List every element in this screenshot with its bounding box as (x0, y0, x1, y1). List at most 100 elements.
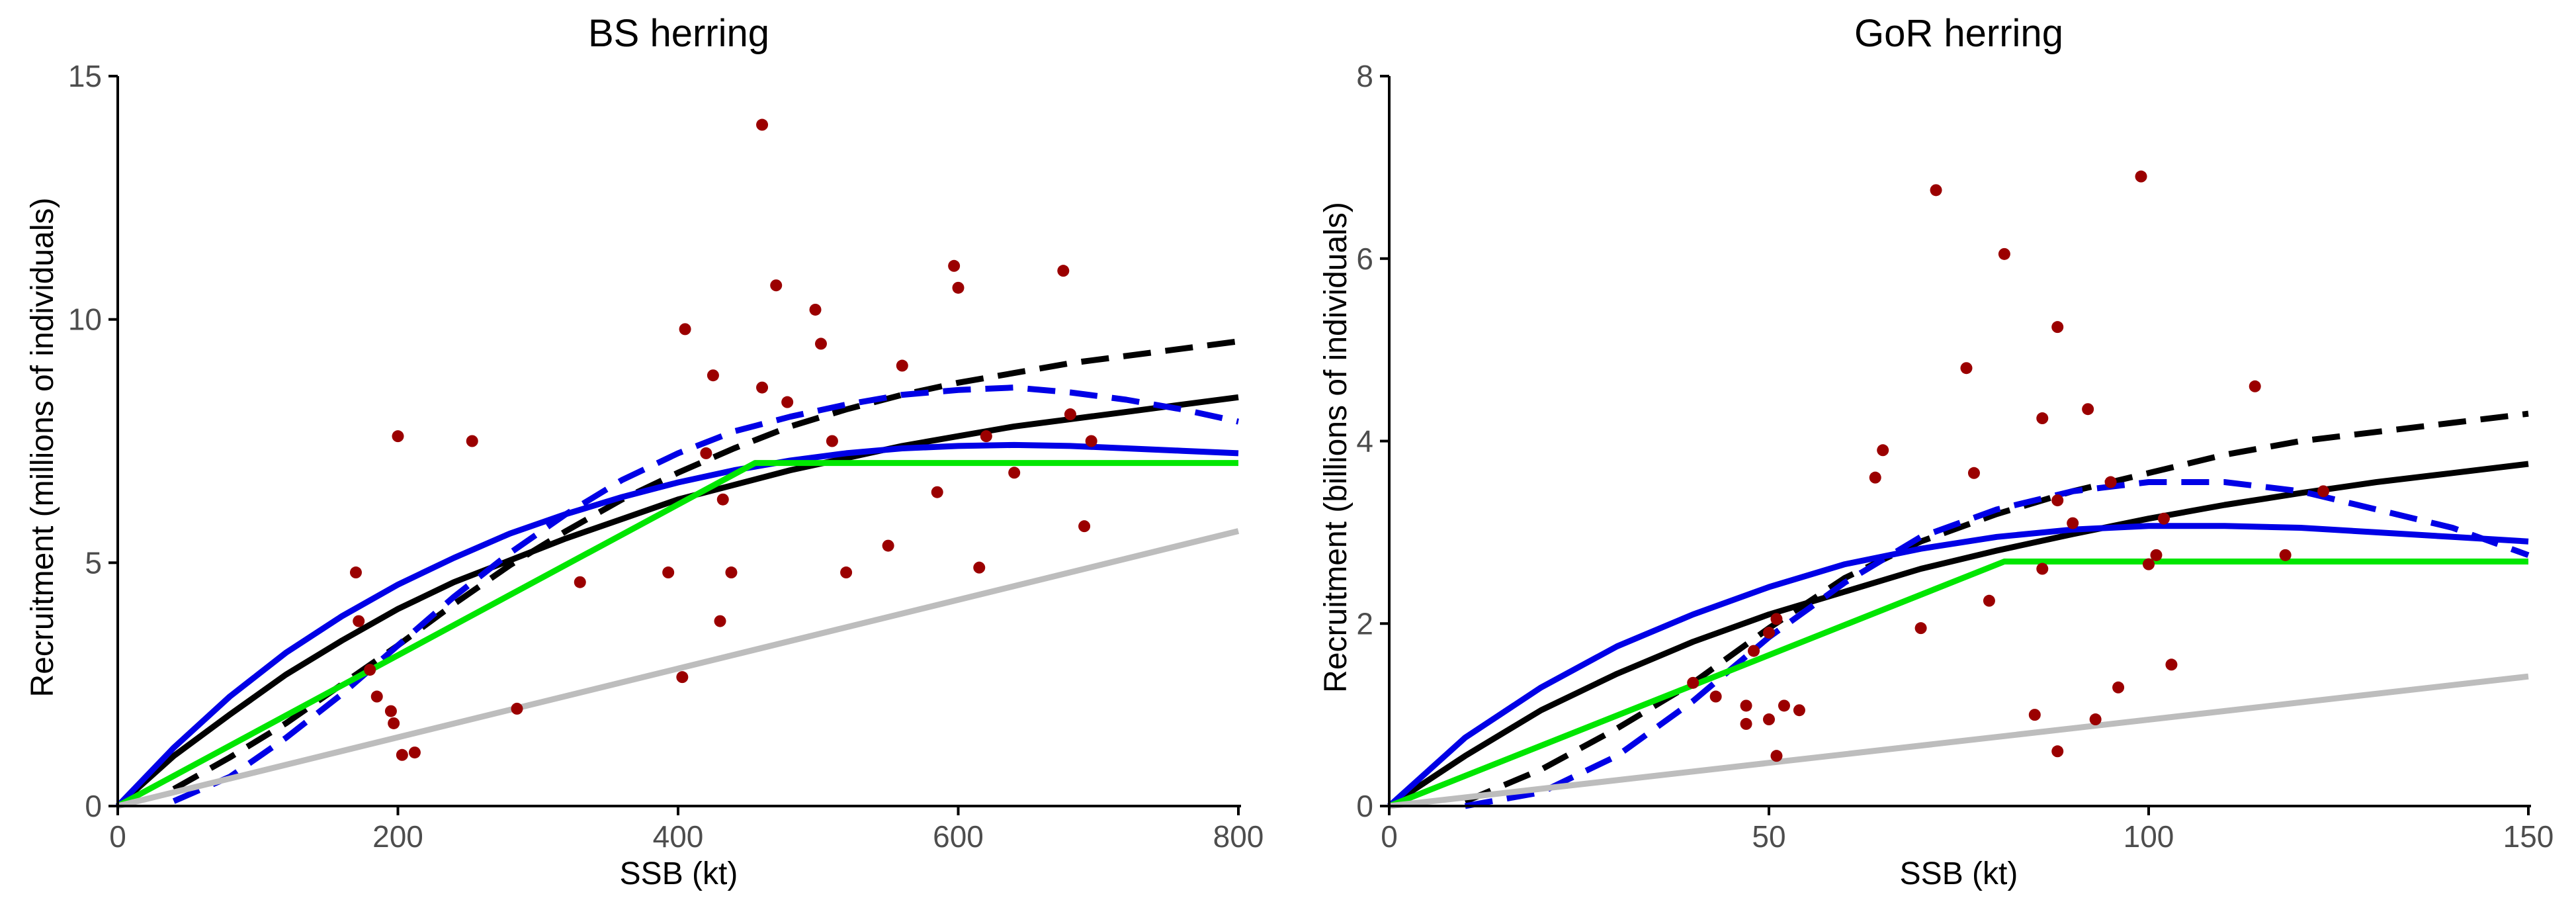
series-line-dashed-black (1464, 410, 2529, 805)
data-point (2028, 709, 2041, 721)
series-line-green (116, 460, 1238, 809)
y-axis-label: Recruitment (billions of individuals) (1318, 202, 1353, 693)
data-point (700, 447, 712, 459)
data-point (574, 576, 586, 588)
data-point (1869, 471, 1881, 484)
data-point (2157, 512, 2170, 525)
data-point (770, 279, 783, 292)
panel-title: GoR herring (1854, 12, 2063, 55)
data-point (2067, 517, 2079, 529)
data-point (2112, 681, 2125, 694)
y-tick-label: 0 (1356, 789, 1373, 823)
data-point (1740, 699, 1752, 712)
x-tick-label: 150 (2503, 819, 2554, 854)
series-line-solid-blue (1387, 523, 2529, 809)
data-point (1748, 645, 1760, 657)
x-axis-label: SSB (kt) (620, 856, 738, 891)
data-point (1763, 627, 1775, 639)
data-point (714, 615, 726, 627)
data-point (1914, 622, 1927, 635)
y-tick-label: 0 (85, 789, 102, 823)
data-point (1763, 713, 1775, 726)
data-point (408, 746, 421, 759)
data-point (466, 435, 478, 447)
data-point (1085, 435, 1097, 447)
y-tick-label: 15 (68, 59, 102, 93)
series-line-dashed-black (172, 338, 1239, 792)
data-point (2082, 403, 2094, 416)
data-point (2036, 563, 2049, 575)
data-point (2279, 549, 2292, 561)
data-point (353, 615, 365, 627)
x-tick-label: 800 (1213, 819, 1264, 854)
data-point (1770, 750, 1783, 762)
series-line-solid-black (116, 394, 1239, 809)
data-point (809, 303, 822, 316)
data-point (1877, 444, 1889, 457)
data-point (2150, 549, 2163, 561)
data-point (679, 323, 691, 336)
data-point (826, 435, 838, 447)
data-point (1793, 704, 1805, 717)
data-point (662, 566, 675, 579)
x-tick-label: 50 (1752, 819, 1785, 854)
data-point (2089, 713, 2102, 726)
data-point (1983, 594, 1995, 607)
y-tick-label: 2 (1356, 606, 1373, 641)
data-point (756, 118, 769, 131)
data-point (707, 369, 719, 382)
data-point (896, 359, 908, 372)
series-line-solid-black (1387, 461, 2529, 809)
data-point (931, 486, 943, 498)
data-point (1778, 699, 1790, 712)
data-point (1770, 613, 1783, 625)
data-point (1709, 690, 1722, 703)
data-point (364, 664, 376, 676)
data-point (370, 690, 383, 703)
data-point (396, 748, 408, 761)
data-point (2317, 485, 2330, 498)
data-point (2249, 380, 2261, 392)
y-tick-label: 6 (1356, 242, 1373, 276)
y-tick-label: 5 (85, 545, 102, 580)
series-line-grey (1389, 673, 2529, 809)
data-point (2051, 321, 2064, 334)
plot-area: 0 50 100 150 0 2 4 6 8 (1356, 59, 2554, 854)
data-point (2036, 412, 2049, 425)
x-tick-label: 200 (372, 819, 423, 854)
y-tick-label: 8 (1356, 59, 1373, 93)
data-point (716, 493, 729, 506)
x-tick-label: 600 (933, 819, 984, 854)
data-point (2165, 658, 2178, 671)
data-point (952, 281, 965, 294)
data-point (948, 259, 961, 272)
data-point (980, 430, 992, 443)
data-point (814, 338, 827, 350)
data-point (1930, 184, 1942, 197)
data-point (1998, 248, 2010, 260)
x-tick-label: 100 (2124, 819, 2174, 854)
data-point (349, 566, 362, 579)
plot-area: 0 200 400 600 800 0 5 10 15 (68, 59, 1264, 854)
panel-title: BS herring (588, 12, 769, 55)
data-point (725, 566, 738, 579)
x-tick-label: 0 (1381, 819, 1398, 854)
data-point (756, 381, 769, 394)
data-point (973, 561, 986, 574)
series-line-solid-blue (115, 441, 1239, 809)
data-point (1967, 467, 1980, 479)
data-point (1057, 265, 1070, 277)
data-point (1740, 717, 1752, 730)
x-tick-label: 0 (109, 819, 126, 854)
series-line-grey (116, 528, 1240, 809)
data-point (840, 566, 853, 579)
data-point (1008, 467, 1021, 479)
data-point (392, 430, 404, 443)
data-point (2051, 745, 2064, 758)
series-line-dashed-blue (172, 384, 1239, 804)
data-point (1064, 408, 1076, 421)
y-axis-label: Recruitment (millions of individuals) (25, 198, 60, 698)
data-point (781, 396, 794, 408)
data-point (2135, 170, 2147, 183)
